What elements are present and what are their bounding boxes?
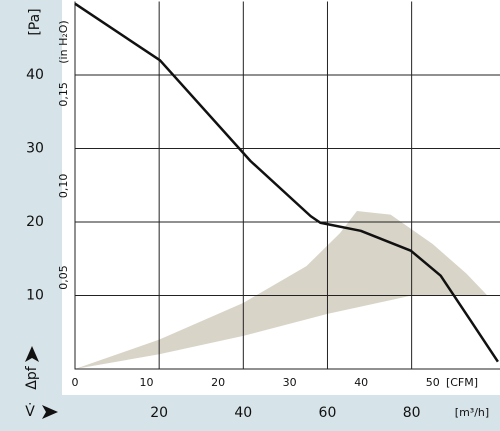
x2-tick-label: 30: [283, 376, 297, 389]
x-tick-label: 20: [150, 405, 168, 421]
y-arrow: [25, 346, 39, 362]
x-arrow: [42, 405, 58, 419]
plot: [74, 1, 500, 370]
y-tick-label: 40: [26, 67, 44, 83]
x-symbol: V̇: [25, 403, 35, 420]
y-label: [Pa]: [27, 8, 43, 35]
curve: [74, 2, 499, 363]
x2-tick-label: 20: [211, 376, 225, 389]
operating-area: [75, 210, 488, 369]
y2-tick-label: 0,05: [57, 265, 70, 290]
y-tick-label: 30: [26, 141, 44, 157]
x-tick-label: 60: [319, 405, 337, 421]
x2-tick-label: 0: [72, 376, 79, 389]
y-tick-label: 10: [26, 288, 44, 304]
y-tick-label: 20: [26, 214, 44, 230]
x-band: [0, 395, 500, 431]
y-symbol: Δpf: [24, 365, 40, 389]
y2-label: (in H₂O): [57, 20, 70, 63]
x-tick-label: 40: [234, 405, 252, 421]
y2-tick-label: 0,15: [57, 82, 70, 107]
y2-tick-label: 0,10: [57, 174, 70, 199]
x-tick-label: 80: [403, 405, 421, 421]
x2-tick-label: 40: [354, 376, 368, 389]
x-label: [m³/h]: [455, 406, 489, 419]
x2-tick-label: 50: [426, 376, 440, 389]
x2-tick-label: 10: [140, 376, 154, 389]
x2-label: [CFM]: [446, 376, 478, 389]
y-band: [0, 0, 62, 395]
frame: [74, 1, 500, 370]
